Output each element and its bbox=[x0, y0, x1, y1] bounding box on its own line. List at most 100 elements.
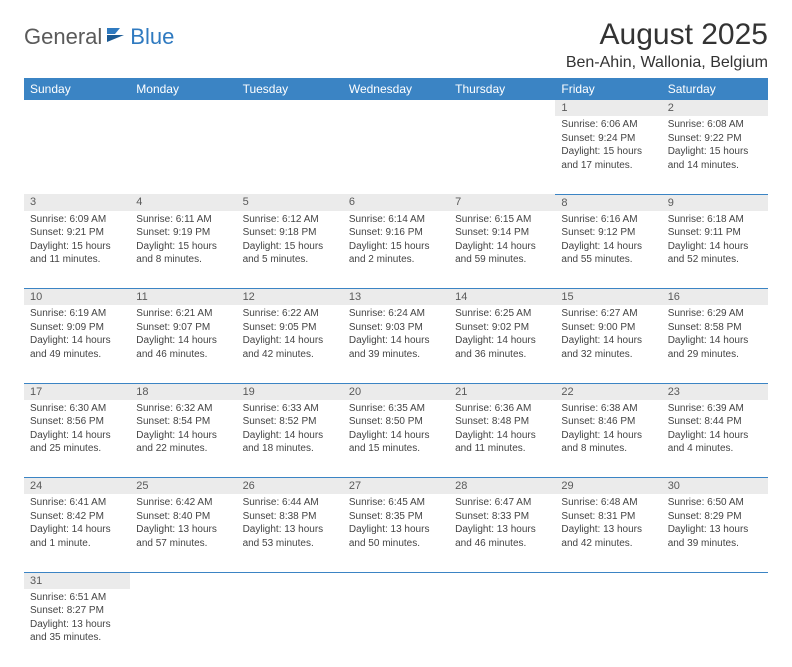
day-cell bbox=[237, 589, 343, 667]
day-cell: Sunrise: 6:27 AMSunset: 9:00 PMDaylight:… bbox=[555, 305, 661, 383]
day-cell bbox=[449, 116, 555, 194]
day-details: Sunrise: 6:45 AMSunset: 8:35 PMDaylight:… bbox=[343, 494, 449, 554]
content-row: Sunrise: 6:06 AMSunset: 9:24 PMDaylight:… bbox=[24, 116, 768, 194]
weekday-header: Friday bbox=[555, 78, 661, 100]
day-number: 10 bbox=[24, 289, 130, 306]
day-details: Sunrise: 6:33 AMSunset: 8:52 PMDaylight:… bbox=[237, 400, 343, 460]
day-details: Sunrise: 6:47 AMSunset: 8:33 PMDaylight:… bbox=[449, 494, 555, 554]
day-number: 29 bbox=[555, 478, 661, 495]
day-number: 3 bbox=[24, 194, 130, 211]
weekday-header-row: Sunday Monday Tuesday Wednesday Thursday… bbox=[24, 78, 768, 100]
flag-icon bbox=[106, 26, 128, 49]
daynum-row: 24252627282930 bbox=[24, 478, 768, 495]
day-cell: Sunrise: 6:25 AMSunset: 9:02 PMDaylight:… bbox=[449, 305, 555, 383]
day-number: 27 bbox=[343, 478, 449, 495]
weekday-header: Sunday bbox=[24, 78, 130, 100]
day-number bbox=[555, 572, 661, 589]
day-details: Sunrise: 6:14 AMSunset: 9:16 PMDaylight:… bbox=[343, 211, 449, 271]
day-cell: Sunrise: 6:22 AMSunset: 9:05 PMDaylight:… bbox=[237, 305, 343, 383]
day-details: Sunrise: 6:29 AMSunset: 8:58 PMDaylight:… bbox=[662, 305, 768, 365]
day-cell: Sunrise: 6:19 AMSunset: 9:09 PMDaylight:… bbox=[24, 305, 130, 383]
day-cell: Sunrise: 6:29 AMSunset: 8:58 PMDaylight:… bbox=[662, 305, 768, 383]
day-cell: Sunrise: 6:47 AMSunset: 8:33 PMDaylight:… bbox=[449, 494, 555, 572]
day-number: 7 bbox=[449, 194, 555, 211]
day-details: Sunrise: 6:15 AMSunset: 9:14 PMDaylight:… bbox=[449, 211, 555, 271]
weekday-header: Tuesday bbox=[237, 78, 343, 100]
day-number bbox=[343, 100, 449, 116]
month-title: August 2025 bbox=[566, 18, 768, 52]
day-details: Sunrise: 6:18 AMSunset: 9:11 PMDaylight:… bbox=[662, 211, 768, 271]
day-cell: Sunrise: 6:24 AMSunset: 9:03 PMDaylight:… bbox=[343, 305, 449, 383]
day-cell bbox=[130, 116, 236, 194]
logo: General Blue bbox=[24, 24, 174, 50]
day-cell: Sunrise: 6:06 AMSunset: 9:24 PMDaylight:… bbox=[555, 116, 661, 194]
day-number bbox=[449, 572, 555, 589]
location: Ben-Ahin, Wallonia, Belgium bbox=[566, 54, 768, 72]
day-cell: Sunrise: 6:09 AMSunset: 9:21 PMDaylight:… bbox=[24, 211, 130, 289]
weekday-header: Wednesday bbox=[343, 78, 449, 100]
day-number: 9 bbox=[662, 194, 768, 211]
day-cell: Sunrise: 6:12 AMSunset: 9:18 PMDaylight:… bbox=[237, 211, 343, 289]
day-details: Sunrise: 6:38 AMSunset: 8:46 PMDaylight:… bbox=[555, 400, 661, 460]
day-number: 5 bbox=[237, 194, 343, 211]
content-row: Sunrise: 6:51 AMSunset: 8:27 PMDaylight:… bbox=[24, 589, 768, 667]
day-number: 16 bbox=[662, 289, 768, 306]
content-row: Sunrise: 6:30 AMSunset: 8:56 PMDaylight:… bbox=[24, 400, 768, 478]
day-details: Sunrise: 6:12 AMSunset: 9:18 PMDaylight:… bbox=[237, 211, 343, 271]
day-details: Sunrise: 6:39 AMSunset: 8:44 PMDaylight:… bbox=[662, 400, 768, 460]
day-cell: Sunrise: 6:11 AMSunset: 9:19 PMDaylight:… bbox=[130, 211, 236, 289]
day-cell: Sunrise: 6:21 AMSunset: 9:07 PMDaylight:… bbox=[130, 305, 236, 383]
day-number: 14 bbox=[449, 289, 555, 306]
day-number bbox=[130, 100, 236, 116]
day-number: 13 bbox=[343, 289, 449, 306]
day-number bbox=[343, 572, 449, 589]
day-cell: Sunrise: 6:38 AMSunset: 8:46 PMDaylight:… bbox=[555, 400, 661, 478]
weekday-header: Thursday bbox=[449, 78, 555, 100]
day-cell: Sunrise: 6:45 AMSunset: 8:35 PMDaylight:… bbox=[343, 494, 449, 572]
day-cell: Sunrise: 6:51 AMSunset: 8:27 PMDaylight:… bbox=[24, 589, 130, 667]
day-number: 12 bbox=[237, 289, 343, 306]
day-number: 15 bbox=[555, 289, 661, 306]
title-block: August 2025 Ben-Ahin, Wallonia, Belgium bbox=[566, 18, 768, 72]
day-number: 6 bbox=[343, 194, 449, 211]
daynum-row: 10111213141516 bbox=[24, 289, 768, 306]
day-number bbox=[237, 572, 343, 589]
day-number: 24 bbox=[24, 478, 130, 495]
day-number: 19 bbox=[237, 383, 343, 400]
day-details: Sunrise: 6:42 AMSunset: 8:40 PMDaylight:… bbox=[130, 494, 236, 554]
content-row: Sunrise: 6:41 AMSunset: 8:42 PMDaylight:… bbox=[24, 494, 768, 572]
day-number: 23 bbox=[662, 383, 768, 400]
day-cell: Sunrise: 6:39 AMSunset: 8:44 PMDaylight:… bbox=[662, 400, 768, 478]
day-number: 31 bbox=[24, 572, 130, 589]
day-number: 11 bbox=[130, 289, 236, 306]
day-number: 22 bbox=[555, 383, 661, 400]
daynum-row: 17181920212223 bbox=[24, 383, 768, 400]
logo-text-blue: Blue bbox=[130, 24, 174, 50]
day-cell bbox=[24, 116, 130, 194]
day-number bbox=[662, 572, 768, 589]
daynum-row: 31 bbox=[24, 572, 768, 589]
day-details: Sunrise: 6:41 AMSunset: 8:42 PMDaylight:… bbox=[24, 494, 130, 554]
day-details: Sunrise: 6:22 AMSunset: 9:05 PMDaylight:… bbox=[237, 305, 343, 365]
day-number: 4 bbox=[130, 194, 236, 211]
day-details: Sunrise: 6:27 AMSunset: 9:00 PMDaylight:… bbox=[555, 305, 661, 365]
day-number: 1 bbox=[555, 100, 661, 116]
day-cell: Sunrise: 6:15 AMSunset: 9:14 PMDaylight:… bbox=[449, 211, 555, 289]
day-details: Sunrise: 6:06 AMSunset: 9:24 PMDaylight:… bbox=[555, 116, 661, 176]
day-details: Sunrise: 6:44 AMSunset: 8:38 PMDaylight:… bbox=[237, 494, 343, 554]
day-details: Sunrise: 6:19 AMSunset: 9:09 PMDaylight:… bbox=[24, 305, 130, 365]
day-details: Sunrise: 6:36 AMSunset: 8:48 PMDaylight:… bbox=[449, 400, 555, 460]
day-number: 20 bbox=[343, 383, 449, 400]
page-header: General Blue August 2025 Ben-Ahin, Wallo… bbox=[24, 18, 768, 72]
day-number: 18 bbox=[130, 383, 236, 400]
day-cell: Sunrise: 6:41 AMSunset: 8:42 PMDaylight:… bbox=[24, 494, 130, 572]
day-cell bbox=[555, 589, 661, 667]
content-row: Sunrise: 6:19 AMSunset: 9:09 PMDaylight:… bbox=[24, 305, 768, 383]
daynum-row: 3456789 bbox=[24, 194, 768, 211]
day-cell: Sunrise: 6:14 AMSunset: 9:16 PMDaylight:… bbox=[343, 211, 449, 289]
logo-text-general: General bbox=[24, 24, 102, 50]
day-number: 28 bbox=[449, 478, 555, 495]
day-cell bbox=[343, 116, 449, 194]
day-cell bbox=[130, 589, 236, 667]
day-number: 2 bbox=[662, 100, 768, 116]
